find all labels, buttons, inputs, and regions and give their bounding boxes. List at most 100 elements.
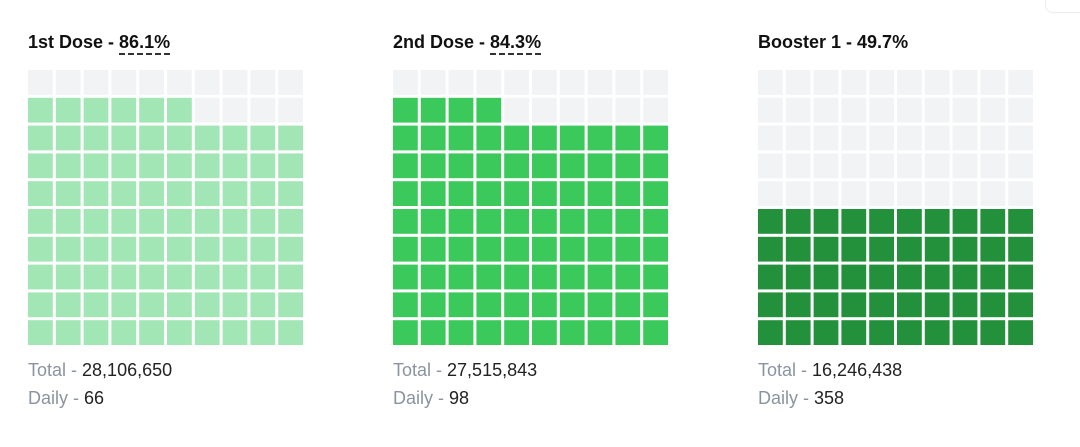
waffle-cell-filled (841, 209, 867, 234)
waffle-cell-filled (167, 181, 192, 206)
stat-value: 98 (449, 388, 470, 408)
stat-label: Total (28, 360, 67, 380)
waffle-cell-filled (28, 264, 53, 290)
waffle-cell-filled (111, 264, 137, 290)
stat-separator: - (68, 388, 85, 408)
waffle-cell-empty (813, 153, 839, 179)
waffle-cell-filled (785, 292, 811, 318)
waffle-cell-filled (28, 125, 53, 151)
waffle-cell-filled (250, 264, 276, 290)
waffle-cell-empty (785, 181, 811, 206)
waffle-cell-filled (532, 181, 557, 206)
waffle-cell-filled (420, 292, 446, 318)
waffle-cell-filled (250, 125, 276, 151)
waffle-cell-empty (785, 125, 811, 151)
title-separator: - (474, 32, 491, 52)
waffle-cell-filled (222, 181, 248, 206)
waffle-cell-filled (476, 181, 502, 206)
waffle-cell-filled (785, 264, 811, 290)
waffle-cell-empty (758, 125, 783, 151)
waffle-cell-filled (278, 264, 303, 290)
waffle-cell-filled (83, 320, 109, 345)
waffle-cell-filled (250, 292, 276, 318)
waffle-cell-filled (448, 209, 474, 234)
waffle-cell-filled (222, 264, 248, 290)
waffle-cell-filled (587, 292, 613, 318)
waffle-cell-filled (869, 236, 894, 262)
waffle-cell-filled (897, 236, 922, 262)
waffle-cell-filled (643, 320, 668, 345)
waffle-cell-empty (1008, 125, 1033, 151)
waffle-cell-filled (420, 209, 446, 234)
waffle-cell-filled (587, 181, 613, 206)
waffle-cell-filled (1008, 320, 1033, 345)
waffle-cell-filled (222, 320, 248, 345)
waffle-cell-empty (924, 97, 950, 123)
waffle-cell-empty (841, 181, 867, 206)
waffle-cell-filled (194, 125, 220, 151)
waffle-cell-filled (897, 209, 922, 234)
waffle-cell-filled (504, 153, 529, 179)
waffle-cell-filled (111, 292, 137, 318)
waffle-cell-filled (869, 320, 894, 345)
stat-value: 358 (814, 388, 845, 408)
waffle-cell-filled (643, 153, 668, 179)
waffle-cell-empty (615, 70, 641, 95)
waffle-cell-filled (813, 264, 839, 290)
waffle-cell-filled (532, 320, 557, 345)
waffle-cell-empty (924, 125, 950, 151)
waffle-cell-filled (924, 209, 950, 234)
waffle-cell-filled (139, 181, 164, 206)
waffle-cell-filled (587, 153, 613, 179)
stat-value: 66 (84, 388, 105, 408)
stat-separator: - (431, 360, 448, 380)
waffle-cell-filled (194, 236, 220, 262)
stat-separator: - (798, 388, 815, 408)
waffle-cell-empty (980, 153, 1006, 179)
dose-name: 1st Dose (28, 32, 104, 52)
percent-value[interactable]: 86.1% (119, 32, 171, 55)
waffle-cell-filled (111, 209, 137, 234)
waffle-cell-empty (952, 181, 978, 206)
waffle-cell-empty (111, 70, 137, 95)
stat-label: Total (758, 360, 797, 380)
waffle-cell-filled (222, 153, 248, 179)
waffle-cell-filled (420, 320, 446, 345)
waffle-cell-filled (139, 320, 164, 345)
stat-daily: Daily - 358 (758, 384, 902, 412)
waffle-cell-filled (393, 292, 418, 318)
waffle-cell-filled (476, 125, 502, 151)
waffle-cell-filled (83, 181, 109, 206)
waffle-cell-filled (476, 320, 502, 345)
waffle-cell-filled (28, 236, 53, 262)
waffle-cell-filled (83, 125, 109, 151)
waffle-cell-empty (448, 70, 474, 95)
waffle-svg (393, 70, 668, 345)
waffle-cell-filled (952, 292, 978, 318)
waffle-cell-filled (194, 153, 220, 179)
waffle-cell-empty (532, 70, 557, 95)
waffle-cell-empty (897, 181, 922, 206)
waffle-cell-filled (139, 264, 164, 290)
waffle-cell-filled (111, 236, 137, 262)
dose-name: 2nd Dose (393, 32, 475, 52)
waffle-cell-filled (504, 181, 529, 206)
waffle-cell-filled (420, 181, 446, 206)
waffle-cell-empty (785, 97, 811, 123)
waffle-cell-filled (55, 264, 81, 290)
waffle-cell-empty (869, 181, 894, 206)
waffle-cell-filled (448, 125, 474, 151)
waffle-cell-filled (841, 292, 867, 318)
waffle-cell-filled (111, 181, 137, 206)
waffle-cell-empty (785, 153, 811, 179)
waffle-cell-filled (250, 320, 276, 345)
waffle-cell-filled (587, 209, 613, 234)
waffle-cell-filled (532, 153, 557, 179)
waffle-cell-filled (448, 264, 474, 290)
waffle-cell-filled (559, 236, 585, 262)
waffle-cell-filled (841, 236, 867, 262)
percent-value[interactable]: 84.3% (490, 32, 542, 55)
waffle-cell-empty (813, 125, 839, 151)
waffle-cell-empty (952, 153, 978, 179)
waffle-cell-empty (897, 153, 922, 179)
